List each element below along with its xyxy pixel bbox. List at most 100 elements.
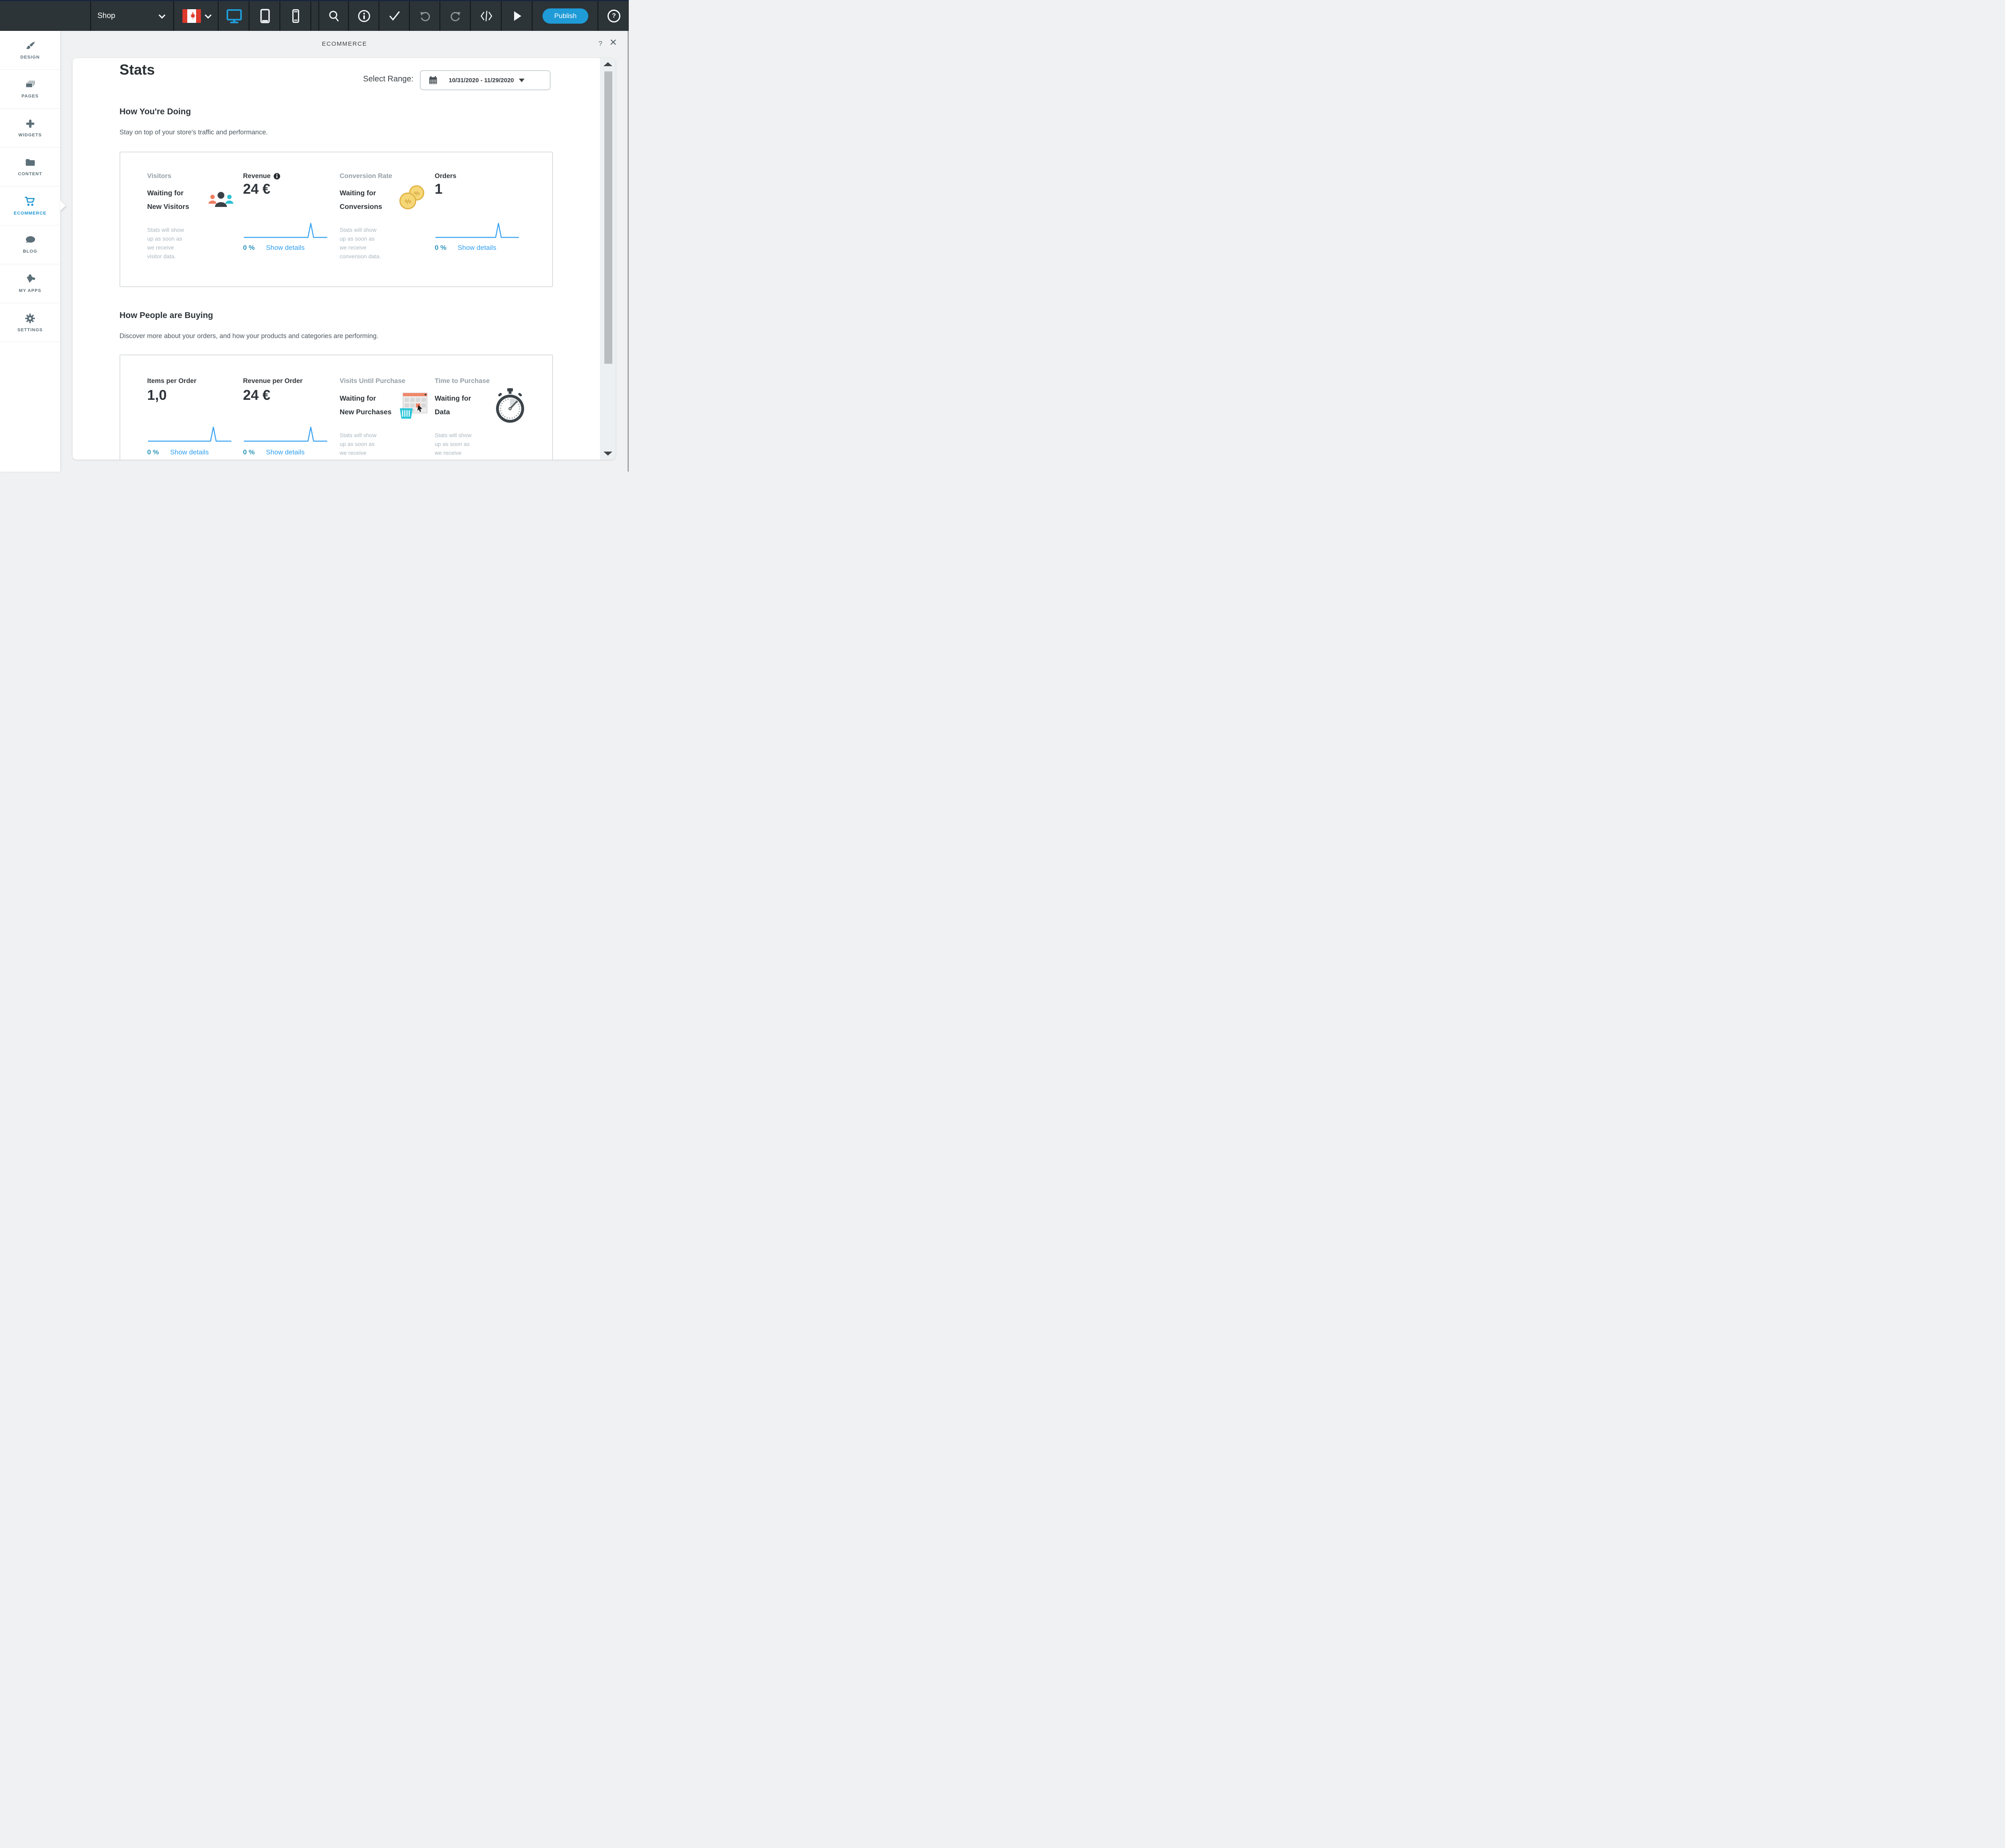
traffic-performance-card: Visitors Waiting for New Visitors Stats … — [119, 152, 553, 287]
info-button[interactable] — [348, 1, 379, 31]
metric-label: Revenue — [243, 172, 271, 180]
redo-button[interactable] — [439, 1, 471, 31]
info-icon[interactable] — [273, 173, 280, 180]
search-button[interactable] — [318, 1, 349, 31]
sidebar-item-ecommerce[interactable]: ECOMMERCE — [0, 186, 66, 225]
canada-flag-icon — [182, 9, 201, 23]
metric-value: 24 € — [243, 181, 271, 197]
chevron-down-icon — [158, 12, 166, 18]
metric-label: Time to Purchase — [435, 377, 490, 385]
sidebar-item-pages[interactable]: PAGES — [0, 70, 60, 109]
orders-performance-card: Items per Order 1,0 0 % Show details Rev… — [119, 355, 553, 460]
svg-text:%: % — [404, 197, 412, 206]
sidebar-item-label: WIDGETS — [18, 133, 42, 138]
panel-scrollbar[interactable] — [600, 58, 616, 460]
section-subtext: Stay on top of your store's traffic and … — [119, 129, 268, 136]
code-icon — [480, 10, 492, 22]
sidebar-item-blog[interactable]: BLOG — [0, 225, 60, 264]
mobile-icon — [292, 9, 299, 23]
metric-caption: Stats will show up as soon as we receive… — [340, 432, 377, 460]
toolbar-spacer — [310, 1, 319, 31]
sidebar-item-label: CONTENT — [18, 172, 43, 176]
ecommerce-panel-header: ECOMMERCE ? × — [60, 31, 629, 58]
metric-revenue-per-order: Revenue per Order 24 € 0 % Show details — [243, 355, 333, 460]
sparkline-chart — [435, 223, 519, 238]
sidebar-item-label: MY APPS — [19, 288, 41, 293]
coins-percent-icon: % % — [399, 185, 424, 209]
sidebar-item-settings[interactable]: SETTINGS — [0, 303, 60, 342]
section-heading: How You're Doing — [119, 107, 191, 116]
show-details-link[interactable]: Show details — [266, 244, 305, 251]
caret-down-icon — [518, 78, 525, 82]
active-item-arrow — [60, 201, 66, 211]
metric-visits-until-purchase: Visits Until Purchase Waiting for New Pu… — [340, 355, 430, 460]
undo-button[interactable] — [409, 1, 440, 31]
window-edge — [628, 31, 629, 472]
metric-caption: Stats will show up as soon as we receive… — [340, 227, 381, 259]
scrollbar-thumb[interactable] — [604, 71, 612, 364]
metric-caption: Stats will show up as soon as we receive… — [147, 227, 184, 259]
show-details-link[interactable]: Show details — [458, 244, 496, 251]
sidebar: DESIGN PAGES WIDGETS CONTENT ECOMMERC — [0, 31, 66, 472]
preview-button[interactable] — [501, 1, 533, 31]
sidebar-item-content[interactable]: CONTENT — [0, 148, 60, 186]
stats-panel: Stats Select Range: 10/31/2020 - 11/29/2… — [73, 58, 616, 460]
gear-icon — [25, 313, 35, 323]
metric-caption: Stats will show up as soon as we receive… — [435, 432, 472, 460]
sparkline-chart — [148, 426, 231, 442]
help-icon: ? — [608, 10, 620, 22]
tablet-view-button[interactable] — [249, 1, 280, 31]
code-view-button[interactable] — [470, 1, 502, 31]
metric-value: 1 — [435, 181, 443, 197]
desktop-icon — [226, 9, 242, 23]
help-button[interactable]: ? — [597, 1, 630, 31]
sidebar-item-my-apps[interactable]: MY APPS — [0, 264, 60, 303]
metric-orders: Orders 1 0 % Show details — [435, 152, 525, 286]
calendar-icon — [429, 76, 437, 84]
checkmark-icon — [389, 11, 400, 21]
sidebar-item-label: PAGES — [21, 94, 39, 99]
metric-waiting-text: Waiting for Conversions — [340, 189, 382, 211]
metric-value: 24 € — [243, 387, 271, 403]
show-details-link[interactable]: Show details — [266, 448, 305, 456]
visitors-people-icon — [209, 192, 233, 207]
page-title: Stats — [119, 61, 155, 78]
scroll-up-arrow-icon[interactable] — [604, 62, 612, 66]
chevron-down-icon — [205, 12, 211, 18]
redo-icon — [450, 12, 460, 21]
metric-label: Conversion Rate — [340, 172, 393, 180]
site-selector-dropdown[interactable]: Shop — [90, 1, 173, 31]
date-range-picker[interactable]: 10/31/2020 - 11/29/2020 — [420, 70, 551, 90]
puzzle-icon — [26, 274, 35, 283]
metric-percent: 0 % — [243, 448, 255, 456]
language-selector[interactable] — [173, 1, 219, 31]
desktop-view-button[interactable] — [218, 1, 249, 31]
metric-value: 1,0 — [147, 387, 167, 403]
metric-label: Revenue per Order — [243, 377, 303, 385]
sidebar-item-design[interactable]: DESIGN — [0, 31, 60, 70]
select-range-label: Select Range: — [363, 75, 413, 83]
folder-icon — [25, 159, 35, 166]
sidebar-item-label: SETTINGS — [17, 327, 43, 332]
panel-help-button[interactable]: ? — [598, 40, 602, 47]
speech-bubble-icon — [26, 236, 35, 243]
metric-label: Visitors — [147, 172, 172, 180]
stopwatch-icon — [496, 388, 524, 423]
save-check-button[interactable] — [379, 1, 410, 31]
scroll-down-arrow-icon[interactable] — [604, 452, 612, 456]
show-details-link[interactable]: Show details — [170, 448, 209, 456]
play-icon — [514, 11, 521, 21]
sidebar-item-label: BLOG — [23, 249, 37, 254]
metric-percent: 0 % — [435, 244, 447, 251]
metric-conversion-rate: Conversion Rate Waiting for Conversions … — [340, 152, 430, 286]
sidebar-item-label: DESIGN — [20, 55, 40, 60]
publish-section: Publish — [532, 1, 598, 31]
publish-button[interactable]: Publish — [543, 8, 588, 24]
metric-visitors: Visitors Waiting for New Visitors Stats … — [147, 152, 237, 286]
sparkline-chart — [244, 426, 327, 442]
sidebar-item-widgets[interactable]: WIDGETS — [0, 109, 60, 148]
close-icon[interactable]: × — [610, 36, 617, 49]
mobile-view-button[interactable] — [279, 1, 311, 31]
svg-text:%: % — [413, 189, 420, 197]
section-heading: How People are Buying — [119, 311, 213, 320]
